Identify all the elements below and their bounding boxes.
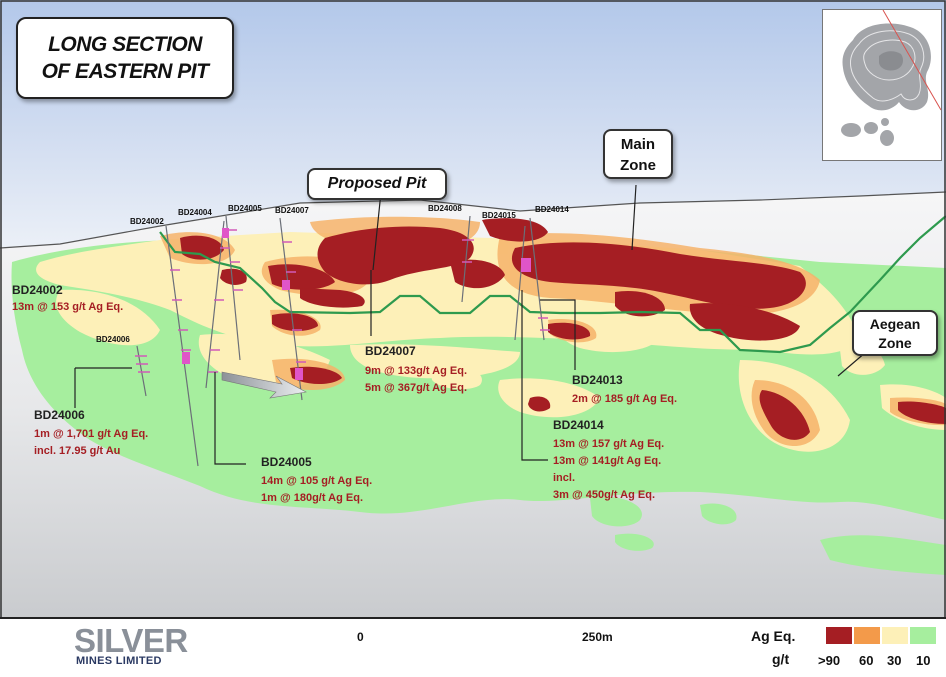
logo-subtitle: MINES LIMITED: [76, 655, 162, 667]
intercept-line: 1m @ 180g/t Ag Eq.: [261, 492, 364, 504]
intercept-line: 14m @ 105 g/t Ag Eq.: [261, 475, 373, 487]
collar-label-bd24005: BD24005: [228, 204, 262, 213]
title-line-2: OF EASTERN PIT: [41, 60, 209, 83]
intercept-values-bd24006: 1m @ 1,701 g/t Ag Eq. incl. 17.95 g/t Au: [34, 426, 148, 460]
proposed-pit-callout: Proposed Pit: [307, 168, 447, 200]
legend-title: Ag Eq.: [751, 628, 796, 644]
title-box: LONG SECTION OF EASTERN PIT: [16, 17, 234, 99]
collar-label-bd24004: BD24004: [178, 208, 212, 217]
legend-label-90: >90: [818, 653, 841, 668]
intercept-name-bd24014: BD24014: [553, 418, 604, 432]
intercept-markers: [182, 228, 531, 380]
proposed-pit-label: Proposed Pit: [327, 175, 427, 192]
collar-label-bd24006: BD24006: [96, 335, 130, 344]
main-zone-callout: Main Zone: [603, 129, 673, 179]
scale-end-label: 250m: [582, 630, 613, 644]
intercept-line: 5m @ 367g/t Ag Eq.: [365, 382, 468, 394]
footer-bar: [0, 617, 946, 677]
inset-map: [822, 9, 942, 161]
intercept-name-bd24013: BD24013: [572, 373, 623, 387]
legend-swatch-30: [882, 627, 908, 644]
intercept-line: 13m @ 153 g/t Ag Eq.: [12, 301, 124, 313]
intercept-name-bd24002: BD24002: [12, 283, 63, 297]
collar-labels: BD24002 BD24004 BD24005 BD24007 BD24008 …: [96, 204, 569, 344]
section-line: [882, 10, 941, 111]
logo-wordmark: SILVER: [74, 622, 188, 659]
intercept-line: 13m @ 141g/t Ag Eq.: [553, 455, 662, 467]
assay-ticks: [135, 229, 550, 373]
intercept-values-bd24002: 13m @ 153 g/t Ag Eq.: [12, 299, 123, 316]
aegean-zone-callout: Aegean Zone: [852, 310, 938, 356]
intercept-line: incl. 17.95 g/t Au: [34, 445, 121, 457]
movement-arrow: [221, 371, 307, 399]
collar-label-bd24015: BD24015: [482, 211, 516, 220]
intercept-name-bd24005: BD24005: [261, 455, 312, 469]
aegean-zone-label-2: Zone: [878, 335, 912, 351]
topography-line: [0, 191, 946, 249]
title-line-1: LONG SECTION: [48, 33, 202, 56]
legend-label-30: 30: [887, 653, 902, 668]
intercept-values-bd24007: 9m @ 133g/t Ag Eq. 5m @ 367g/t Ag Eq.: [365, 363, 467, 397]
main-zone-label-1: Main: [620, 136, 656, 153]
intercept-name-bd24007: BD24007: [365, 344, 416, 358]
intercept-line: 9m @ 133g/t Ag Eq.: [365, 365, 468, 377]
intercept-line: incl.: [553, 472, 576, 484]
legend-label-60: 60: [859, 653, 874, 668]
legend-swatch-90: [826, 627, 852, 644]
proposed-pit-outline: [159, 215, 946, 354]
legend-swatch-10: [910, 627, 936, 644]
intercept-values-bd24014: 13m @ 157 g/t Ag Eq. 13m @ 141g/t Ag Eq.…: [553, 436, 664, 504]
legend-unit: g/t: [772, 651, 790, 667]
main-zone-label-2: Zone: [620, 157, 656, 174]
collar-label-bd24008: BD24008: [428, 204, 462, 213]
legend-label-10: 10: [916, 653, 931, 668]
inset-map-graphic: [841, 10, 941, 146]
intercept-line: 3m @ 450g/t Ag Eq.: [553, 489, 656, 501]
scale-start-label: 0: [357, 630, 364, 644]
intercept-line: 1m @ 1,701 g/t Ag Eq.: [34, 428, 149, 440]
aegean-zone-label-1: Aegean: [869, 316, 921, 332]
collar-label-bd24007: BD24007: [275, 206, 309, 215]
intercept-values-bd24005: 14m @ 105 g/t Ag Eq. 1m @ 180g/t Ag Eq.: [261, 473, 372, 507]
intercept-line: 13m @ 157 g/t Ag Eq.: [553, 438, 665, 450]
intercept-line: 2m @ 185 g/t Ag Eq.: [572, 393, 678, 405]
collar-label-bd24014: BD24014: [535, 205, 569, 214]
intercept-name-bd24006: BD24006: [34, 408, 85, 422]
legend-swatch-60: [854, 627, 880, 644]
drill-traces: [136, 215, 545, 467]
collar-label-bd24002: BD24002: [130, 217, 164, 226]
intercept-values-bd24013: 2m @ 185 g/t Ag Eq.: [572, 391, 677, 408]
